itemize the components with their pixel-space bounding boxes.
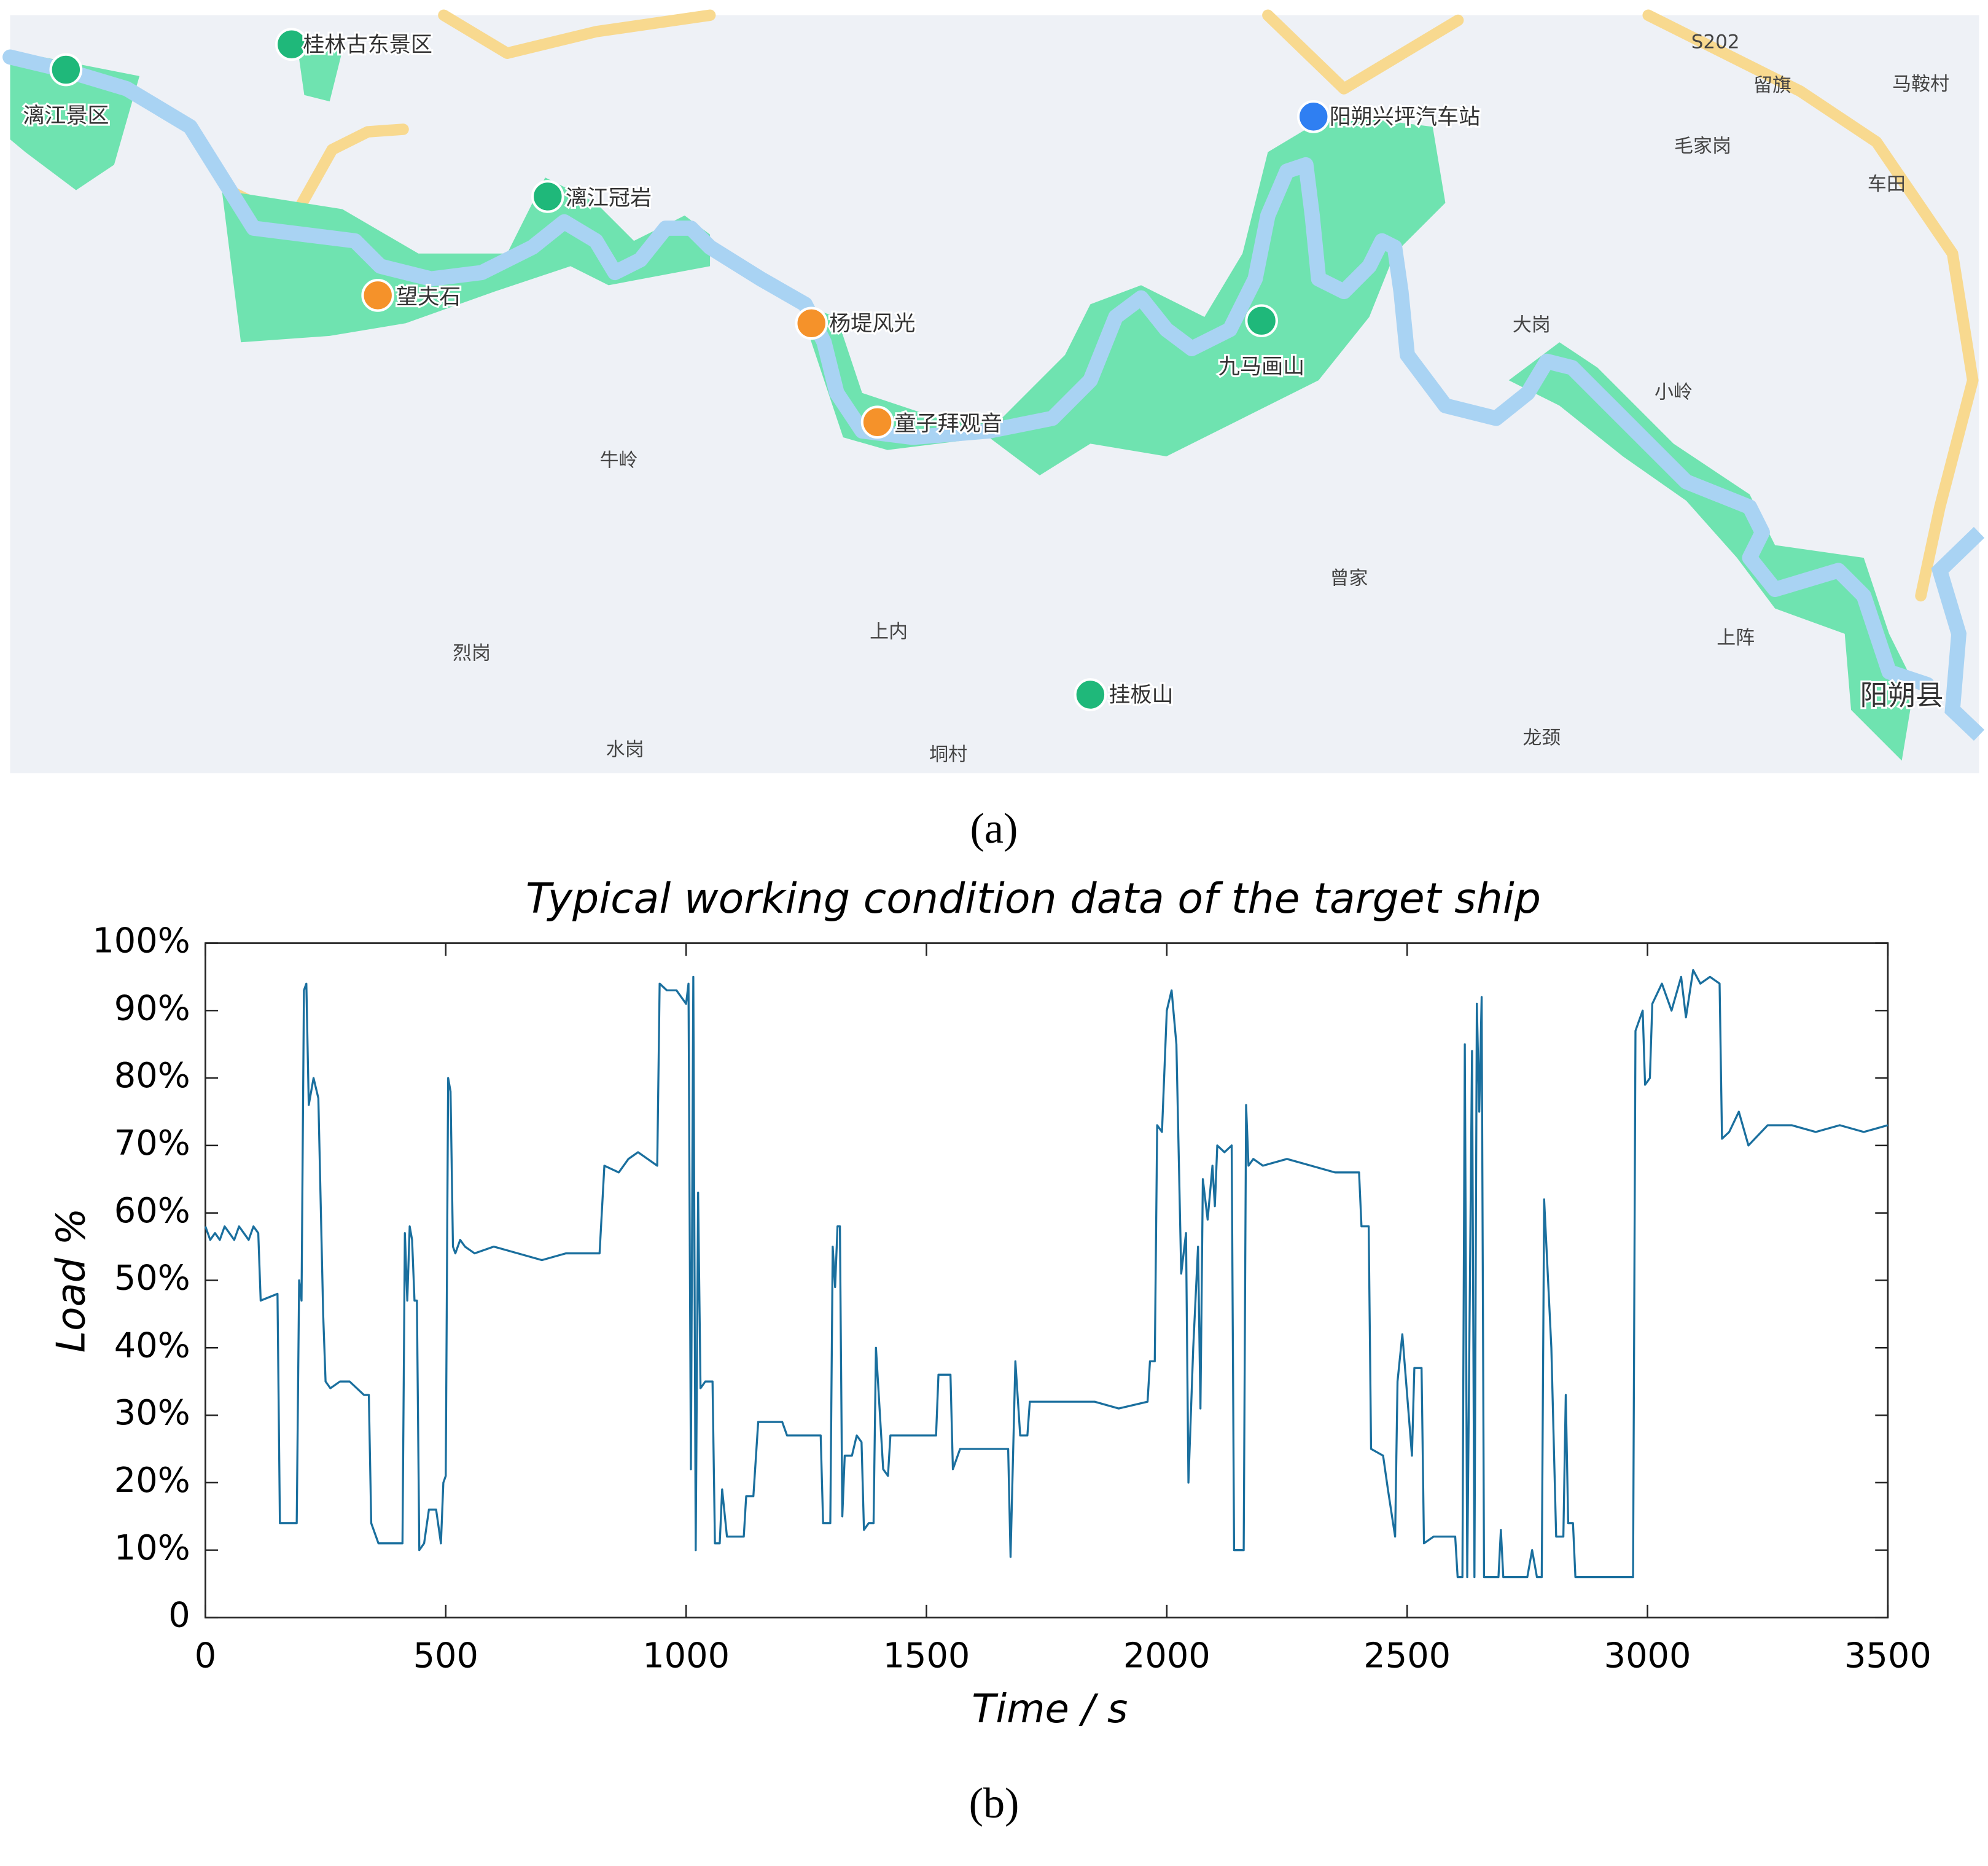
y-tick-label: 100% <box>92 921 190 961</box>
map-label: 桂林古东景区 <box>303 32 432 57</box>
x-tick-label: 500 <box>413 1636 478 1676</box>
data-line <box>204 969 1889 1579</box>
y-axis-label: Load % <box>49 1208 94 1353</box>
map-label: 上内 <box>870 620 908 642</box>
map-pin <box>361 279 395 312</box>
x-tick-label: 1500 <box>883 1636 970 1676</box>
map-label: 挂板山 <box>1109 682 1173 708</box>
green-areas <box>10 50 1915 761</box>
map-label: 阳朔县 <box>1860 679 1943 712</box>
x-tick-label: 2500 <box>1363 1636 1451 1676</box>
map-label: 曾家 <box>1330 568 1368 590</box>
map-label: 童子拜观音 <box>894 411 1002 436</box>
map-label: 垌村 <box>929 744 967 766</box>
x-tick-label: 0 <box>195 1636 216 1676</box>
map-label: 上阵 <box>1717 627 1755 649</box>
map-pin <box>275 28 308 61</box>
map-label: 阳朔兴坪汽车站 <box>1330 104 1481 130</box>
x-axis-label: Time / s <box>972 1687 1128 1732</box>
map-pin <box>795 306 828 340</box>
map-label: 烈岗 <box>453 642 491 664</box>
x-tick-label: 3500 <box>1844 1636 1931 1676</box>
y-tick-label: 40% <box>114 1325 190 1365</box>
chart-title: Typical working condition data of the ta… <box>526 875 1541 923</box>
y-tick-label: 90% <box>114 988 190 1028</box>
map-label: 小岭 <box>1655 381 1693 403</box>
x-tick-label: 2000 <box>1123 1636 1210 1676</box>
y-tick-label: 0 <box>168 1596 190 1636</box>
map-label: 龙颈 <box>1522 727 1561 749</box>
river <box>2 49 1935 692</box>
map-label: 车田 <box>1868 173 1906 195</box>
y-tick-label: 30% <box>114 1393 190 1433</box>
map-pin <box>1296 100 1330 133</box>
map-pin <box>860 405 894 439</box>
x-tick-label: 3000 <box>1604 1636 1691 1676</box>
map-label: 望夫石 <box>396 284 461 310</box>
y-tick-label: 20% <box>114 1461 190 1501</box>
map-label: 留旗 <box>1753 74 1791 96</box>
map-label: 水岗 <box>606 738 644 760</box>
map-label: 毛家岗 <box>1674 135 1731 157</box>
map-label: 九马画山 <box>1218 354 1304 380</box>
y-tick-label: 60% <box>114 1191 190 1231</box>
caption-a: (a) <box>970 805 1018 853</box>
map-label: 漓江景区 <box>23 103 109 128</box>
map-label: 牛岭 <box>599 450 637 472</box>
map-label: 漓江冠岩 <box>566 185 652 211</box>
map-pin <box>1074 678 1107 711</box>
y-tick-label: 50% <box>114 1259 190 1298</box>
map-label: 杨堤风光 <box>829 311 915 336</box>
map-label: 马鞍村 <box>1892 73 1949 95</box>
map-label: 大岗 <box>1513 314 1551 336</box>
map-pin <box>531 180 564 213</box>
map-label: S202 <box>1691 31 1740 53</box>
map-pin <box>49 53 83 87</box>
river-branch <box>1931 526 1985 741</box>
y-tick-label: 70% <box>114 1123 190 1163</box>
y-tick-label: 80% <box>114 1056 190 1096</box>
x-tick-label: 1000 <box>642 1636 730 1676</box>
map-pin <box>1245 304 1278 337</box>
caption-b: (b) <box>969 1779 1019 1827</box>
y-tick-label: 10% <box>114 1528 190 1568</box>
